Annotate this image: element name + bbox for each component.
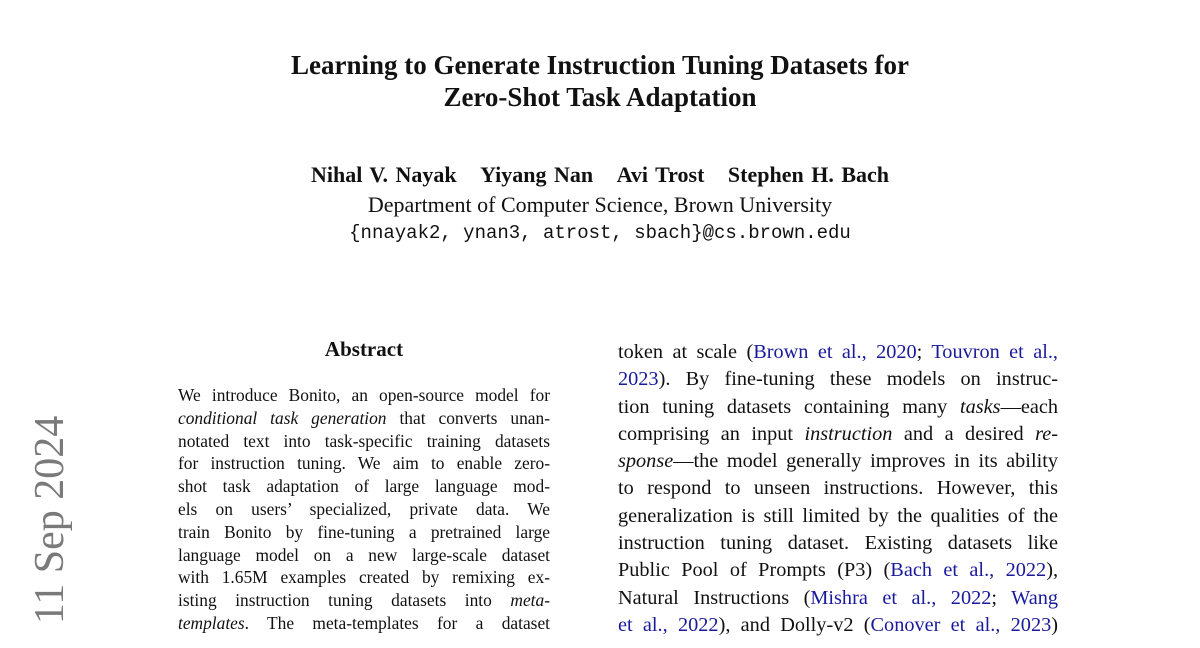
text-line: We introduce Bonito, an open-source mode… bbox=[178, 384, 550, 407]
text-line: language model on a new large-scale data… bbox=[178, 544, 550, 567]
introduction-body: token at scale (Brown et al., 2020; Touv… bbox=[618, 339, 1058, 639]
text-line: with 1.65M examples created by remixing … bbox=[178, 566, 550, 589]
italic-text: re- bbox=[1035, 422, 1058, 445]
text-line: Natural Instructions (Mishra et al., 202… bbox=[618, 585, 1058, 612]
text-line: instruction tuning dataset. Existing dat… bbox=[618, 530, 1058, 557]
text-segment: notated text into task-specific training… bbox=[178, 430, 550, 451]
text-line: templates. The meta-templates for a data… bbox=[178, 612, 550, 635]
author: Nihal V. Nayak bbox=[310, 162, 457, 187]
text-segment: We introduce Bonito, an open-source mode… bbox=[178, 385, 550, 405]
italic-text: meta- bbox=[510, 590, 550, 611]
abstract-body: We introduce Bonito, an open-source mode… bbox=[178, 384, 550, 635]
text-line: generalization is still limited by the q… bbox=[618, 503, 1058, 530]
text-segment: ), bbox=[1046, 559, 1059, 582]
citation-link[interactable]: Bach et al., 2022 bbox=[890, 559, 1047, 582]
citation-link[interactable]: Mishra et al., 2022 bbox=[810, 586, 992, 609]
text-segment: ), and Dolly-v2 ( bbox=[718, 613, 871, 636]
paper-title-line-1: Learning to Generate Instruction Tuning … bbox=[290, 50, 909, 80]
text-segment: instruction tuning dataset. Existing dat… bbox=[618, 532, 1058, 555]
author: Stephen H. Bach bbox=[727, 162, 890, 187]
text-line: 2023). By fine-tuning these models on in… bbox=[618, 366, 1058, 393]
arxiv-date-stamp: 11 Sep 2024 bbox=[27, 415, 73, 625]
text-line: isting instruction tuning datasets into … bbox=[178, 589, 550, 612]
text-segment: train Bonito by fine-tuning a pretrained… bbox=[178, 521, 550, 542]
author-emails: {nnayak2, ynan3, atrost, sbach}@cs.brown… bbox=[349, 222, 851, 244]
citation-link[interactable]: Brown et al., 2020 bbox=[753, 341, 917, 363]
italic-text: instruction bbox=[804, 422, 893, 445]
citation-link[interactable]: et al., 2022 bbox=[618, 613, 719, 636]
text-segment: comprising an input bbox=[618, 422, 805, 445]
text-line: comprising an input instruction and a de… bbox=[618, 421, 1058, 448]
author-list: Nihal V. Nayak Yiyang Nan Avi Trost Step… bbox=[0, 162, 1200, 188]
text-line: for instruction tuning. We aim to enable… bbox=[178, 452, 550, 475]
text-segment: for instruction tuning. We aim to enable… bbox=[178, 453, 550, 474]
italic-text: sponse bbox=[618, 450, 674, 473]
text-segment: generalization is still limited by the q… bbox=[618, 504, 1058, 527]
text-line: et al., 2022), and Dolly-v2 (Conover et … bbox=[618, 612, 1058, 639]
citation-link[interactable]: 2023 bbox=[618, 368, 659, 391]
text-line: to respond to unseen instructions. Howev… bbox=[618, 475, 1058, 502]
text-segment: ; bbox=[991, 586, 1012, 609]
text-segment: Natural Instructions ( bbox=[618, 586, 811, 609]
text-segment: language model on a new large-scale data… bbox=[178, 544, 550, 565]
text-segment: with 1.65M examples created by remixing … bbox=[178, 567, 550, 588]
text-line: token at scale (Brown et al., 2020; Touv… bbox=[618, 339, 1058, 366]
citation-link[interactable]: Wang bbox=[1011, 586, 1058, 609]
text-line: els on users’ specialized, private data.… bbox=[178, 498, 550, 521]
text-segment: —each bbox=[1000, 395, 1058, 418]
text-segment: Public Pool of Prompts (P3) ( bbox=[618, 559, 891, 582]
text-segment: els on users’ specialized, private data.… bbox=[178, 498, 550, 519]
text-segment: to respond to unseen instructions. Howev… bbox=[618, 477, 1058, 500]
text-segment: and a desired bbox=[892, 422, 1036, 445]
text-line: tion tuning datasets containing many tas… bbox=[618, 394, 1058, 421]
text-line: sponse—the model generally improves in i… bbox=[618, 448, 1058, 475]
affiliation: Department of Computer Science, Brown Un… bbox=[367, 192, 833, 217]
text-segment: . The meta-templates for a dataset bbox=[244, 612, 550, 633]
author: Avi Trost bbox=[616, 162, 705, 187]
text-segment: ; bbox=[916, 341, 932, 363]
text-segment: ) bbox=[1051, 613, 1058, 636]
italic-text: tasks bbox=[960, 395, 1001, 418]
text-segment: token at scale ( bbox=[618, 341, 754, 363]
italic-text: templates bbox=[178, 612, 245, 633]
text-line: Public Pool of Prompts (P3) (Bach et al.… bbox=[618, 557, 1058, 584]
text-line: train Bonito by fine-tuning a pretrained… bbox=[178, 521, 550, 544]
text-segment: ). By fine-tuning these models on instru… bbox=[658, 368, 1058, 391]
text-segment: shot task adaptation of large language m… bbox=[178, 476, 550, 497]
text-line: conditional task generation that convert… bbox=[178, 407, 550, 430]
abstract-heading: Abstract bbox=[324, 337, 404, 361]
text-line: shot task adaptation of large language m… bbox=[178, 475, 550, 498]
text-segment: —the model generally improves in its abi… bbox=[673, 450, 1058, 473]
paper-title-line-2: Zero-Shot Task Adaptation bbox=[443, 82, 757, 112]
text-segment: tion tuning datasets containing many bbox=[618, 395, 960, 418]
italic-text: conditional task generation bbox=[178, 407, 387, 428]
text-segment: that converts unan- bbox=[386, 407, 550, 428]
text-segment: isting instruction tuning datasets into bbox=[178, 590, 511, 611]
text-line: notated text into task-specific training… bbox=[178, 430, 550, 453]
citation-link[interactable]: Conover et al., 2023 bbox=[870, 613, 1052, 636]
citation-link[interactable]: Touvron et al., bbox=[931, 341, 1058, 363]
author: Yiyang Nan bbox=[480, 162, 594, 187]
